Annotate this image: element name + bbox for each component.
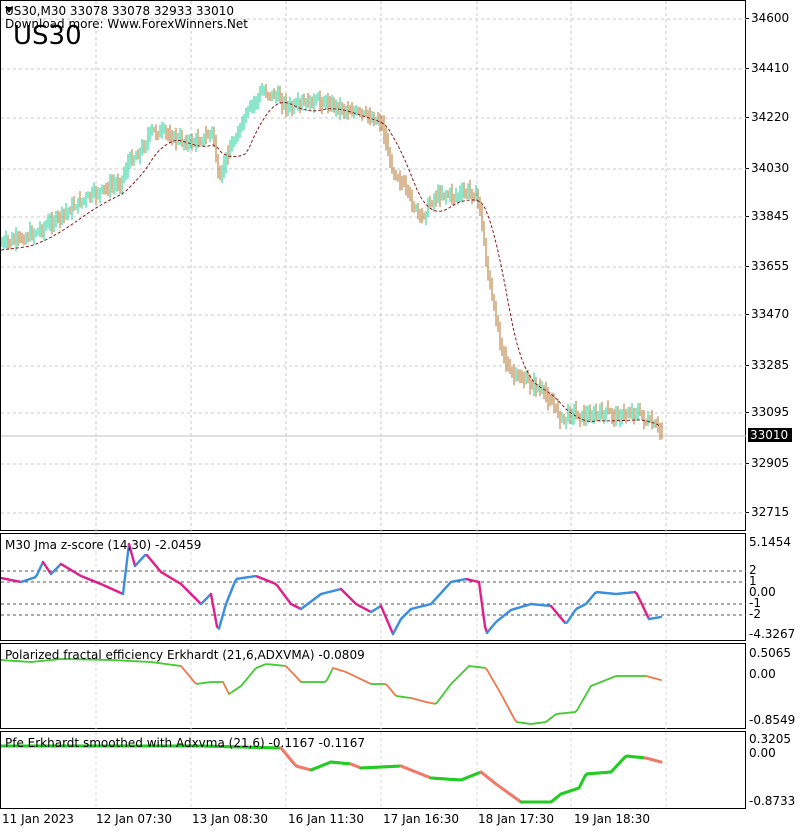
price-axis-tick	[746, 117, 749, 118]
jma-zscore-line	[123, 559, 129, 579]
jma-zscore-axis: 5.1454 2 1 0.00 -1 -2 -4.3267	[746, 533, 808, 641]
price-axis: 34600 34410 34220 34030 33845 33655 33470 33285…	[746, 0, 808, 531]
indicator-axis-label: -1	[749, 596, 761, 610]
price-axis-label: 33845	[751, 209, 790, 223]
main-chart-pane[interactable]: US30,M30 33078 33078 32933 33010 Downloa…	[0, 0, 747, 532]
jma-zscore-line	[211, 603, 217, 617]
price-axis-label: 34410	[751, 61, 790, 75]
jma-zscore-line	[217, 620, 223, 630]
jma-zscore-line	[221, 606, 227, 616]
price-axis-label: 32715	[751, 505, 790, 519]
pfe-axis: 0.5065 0.00 -0.8549	[746, 643, 808, 729]
jma-zscore-line	[213, 614, 219, 628]
indicator-axis-label: -0.8733	[749, 794, 796, 808]
pfe-chart	[1, 644, 667, 730]
price-axis-tick	[746, 512, 749, 513]
price-axis-label: 33470	[751, 307, 790, 321]
price-axis-label: 33655	[751, 259, 790, 273]
time-axis-label: 16 Jan 11:30	[288, 812, 364, 826]
indicator-axis-label: 0.00	[749, 585, 776, 599]
jma-zscore-line	[121, 576, 127, 596]
jma-zscore-line	[127, 542, 133, 553]
indicator-axis-label: -0.8549	[749, 713, 796, 727]
price-axis-label: 33285	[751, 358, 790, 372]
indicator-axis-label: 0.00	[749, 746, 776, 760]
indicator-axis-label: 0.3205	[749, 732, 791, 746]
chart-subheader: Download more: Www.ForexWinners.Net	[5, 17, 248, 31]
pfe-title: Polarized fractal efficiency Erkhardt (2…	[5, 648, 365, 662]
current-price-tag: 33010	[748, 428, 792, 442]
moving-average-line	[1, 101, 662, 427]
time-axis-label: 11 Jan 2023	[2, 812, 74, 826]
collapse-arrow-icon[interactable]	[5, 7, 13, 13]
price-axis-tick	[746, 68, 749, 69]
pfe-smoothed-title: Pfe Erkhardt smoothed with Adxvma (21,6)…	[5, 736, 365, 750]
pfe-smoothed-chart	[1, 732, 667, 810]
price-chart	[1, 1, 747, 532]
price-axis-label: 34600	[751, 11, 790, 25]
indicator-axis-label: 2	[749, 563, 757, 577]
indicator-axis-label: -4.3267	[749, 627, 796, 641]
price-axis-tick	[746, 314, 749, 315]
time-axis-label: 12 Jan 07:30	[96, 812, 172, 826]
jma-zscore-title: M30 Jma z-score (14,30) -2.0459	[5, 538, 202, 552]
jma-zscore-line	[477, 580, 483, 599]
indicator-axis-label: 5.1454	[749, 535, 791, 549]
price-axis-label: 33095	[751, 405, 790, 419]
price-axis-tick	[746, 365, 749, 366]
price-axis-tick	[746, 412, 749, 413]
pfe-line	[658, 678, 662, 681]
pfe-smoothed-pane[interactable]: Pfe Erkhardt smoothed with Adxvma (21,6)…	[0, 731, 746, 810]
indicator-axis-label: -2	[749, 607, 761, 621]
price-axis-tick	[746, 18, 749, 19]
jma-zscore-chart	[1, 534, 747, 642]
jma-zscore-line	[481, 610, 487, 628]
price-axis-tick	[746, 216, 749, 217]
indicator-axis-label: 1	[749, 574, 757, 588]
time-axis-label: 13 Jan 08:30	[192, 812, 268, 826]
price-axis-label: 32905	[751, 456, 790, 470]
indicator-axis-label: 0.00	[749, 667, 776, 681]
jma-zscore-line	[479, 595, 485, 613]
symbol-watermark: US30	[13, 21, 82, 51]
time-axis-label: 18 Jan 17:30	[478, 812, 554, 826]
price-axis-tick	[746, 463, 749, 464]
time-axis-label: 17 Jan 16:30	[383, 812, 459, 826]
chart-header: US30,M30 33078 33078 32933 33010	[5, 4, 235, 18]
price-axis-tick	[746, 266, 749, 267]
price-axis-label: 34220	[751, 110, 790, 124]
price-axis-tick	[746, 168, 749, 169]
pfe-smoothed-line	[657, 759, 663, 764]
jma-zscore-line	[129, 550, 135, 560]
pfe-smoothed-axis: 0.3205 0.00 -0.8733	[746, 731, 808, 809]
indicator-axis-label: 0.5065	[749, 646, 791, 660]
pfe-pane[interactable]: Polarized fractal efficiency Erkhardt (2…	[0, 643, 746, 730]
price-axis-label: 34030	[751, 161, 790, 175]
jma-zscore-line	[209, 592, 215, 607]
jma-zscore-pane[interactable]: M30 Jma z-score (14,30) -2.0459	[0, 533, 747, 642]
jma-zscore-line	[219, 613, 225, 623]
time-axis-label: 19 Jan 18:30	[574, 812, 650, 826]
